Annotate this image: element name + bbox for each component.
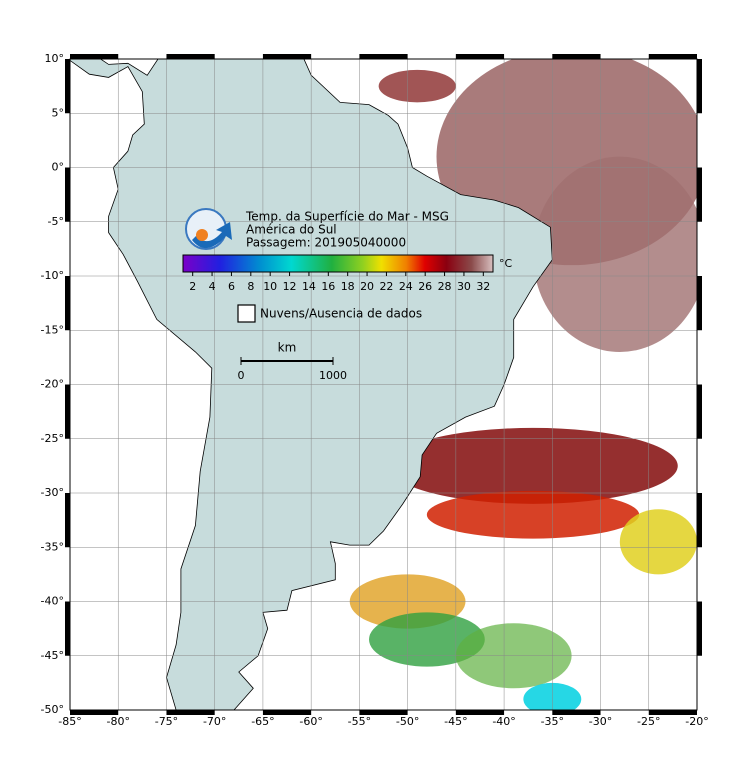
frame-segment	[697, 601, 702, 656]
frame-segment	[359, 54, 408, 59]
colorbar-tick-label: 32	[476, 280, 490, 293]
frame-segment	[697, 59, 702, 114]
sst-patch	[619, 509, 697, 575]
colorbar-tick-label: 18	[341, 280, 355, 293]
scale-label: 1000	[319, 369, 347, 382]
frame-segment	[455, 710, 505, 715]
colorbar-tick-label: 10	[263, 280, 277, 293]
frame-segment	[70, 54, 119, 59]
y-tick-label: -50°	[41, 703, 64, 716]
scale-label: 0	[238, 369, 245, 382]
overlay: Temp. da Superfície do Mar - MSG América…	[41, 52, 709, 728]
y-tick-label: -40°	[41, 595, 64, 608]
map-area	[70, 59, 697, 710]
y-tick-label: -5°	[48, 215, 64, 228]
frame-segment	[697, 276, 702, 331]
x-tick-label: -30°	[589, 715, 612, 728]
sst-patch	[388, 427, 678, 504]
frame-segment	[166, 54, 215, 59]
y-tick-label: 5°	[52, 106, 65, 119]
frame-segment	[552, 710, 601, 715]
colorbar-tick-label: 20	[360, 280, 374, 293]
frame-segment	[697, 384, 702, 439]
x-tick-label: -25°	[637, 715, 660, 728]
map-title: Temp. da Superfície do Mar - MSG	[245, 210, 449, 224]
sst-patch	[378, 69, 456, 103]
legend-swatch	[237, 304, 256, 323]
colorbar-tick-label: 2	[189, 280, 196, 293]
sst-patch	[426, 490, 640, 539]
frame-segment	[166, 710, 215, 715]
x-tick-label: -50°	[396, 715, 419, 728]
y-tick-label: -25°	[41, 432, 64, 445]
sst-patch	[533, 156, 697, 352]
frame-segment	[648, 710, 697, 715]
frame-segment	[65, 167, 70, 222]
y-tick-label: 10°	[45, 52, 65, 65]
logo	[185, 208, 232, 250]
x-tick-label: -60°	[299, 715, 322, 728]
y-tick-label: -10°	[41, 269, 64, 282]
frame-segment	[262, 54, 312, 59]
x-tick-label: -85°	[58, 715, 81, 728]
x-tick-label: -20°	[685, 715, 708, 728]
y-tick-label: 0°	[52, 161, 65, 174]
frame-segment	[455, 54, 505, 59]
x-tick-label: -65°	[251, 715, 274, 728]
colorbar-tick-label: 6	[228, 280, 235, 293]
frame-segment	[65, 493, 70, 548]
colorbar-tick-label: 30	[457, 280, 471, 293]
y-tick-label: -45°	[41, 649, 64, 662]
x-tick-label: -80°	[106, 715, 129, 728]
x-tick-label: -40°	[492, 715, 515, 728]
colorbar	[182, 254, 494, 273]
colorbar-tick-label: 26	[418, 280, 432, 293]
colorbar-tick-label: 22	[379, 280, 393, 293]
colorbar-tick-label: 4	[209, 280, 216, 293]
frame-segment	[65, 276, 70, 331]
pass-time: Passagem: 201905040000	[246, 236, 406, 250]
y-tick-label: -15°	[41, 323, 64, 336]
y-tick-label: -35°	[41, 540, 64, 553]
colorbar-tick-label: 14	[302, 280, 316, 293]
x-tick-label: -35°	[541, 715, 564, 728]
colorbar-tick-label: 24	[399, 280, 413, 293]
frame-segment	[65, 59, 70, 114]
region: América do Sul	[246, 223, 337, 237]
frame-segment	[262, 710, 312, 715]
colorbar-tick-label: 16	[321, 280, 335, 293]
x-tick-label: -45°	[444, 715, 467, 728]
frame-segment	[65, 384, 70, 439]
scale-unit: km	[278, 341, 297, 355]
frame-segment	[65, 601, 70, 656]
frame-segment	[359, 710, 408, 715]
frame-segment	[70, 710, 119, 715]
frame-segment	[648, 54, 697, 59]
colorbar-tick-label: 8	[247, 280, 254, 293]
y-tick-label: -30°	[41, 486, 64, 499]
frame-segment	[552, 54, 601, 59]
x-tick-label: -55°	[348, 715, 371, 728]
y-tick-label: -20°	[41, 378, 64, 391]
colorbar-tick-label: 12	[283, 280, 297, 293]
x-tick-label: -75°	[155, 715, 178, 728]
legend-label: Nuvens/Ausencia de dados	[260, 307, 422, 321]
colorbar-unit: °C	[499, 257, 513, 270]
frame-segment	[697, 167, 702, 222]
x-tick-label: -70°	[203, 715, 226, 728]
frame-segment	[697, 493, 702, 548]
colorbar-tick-label: 28	[438, 280, 452, 293]
